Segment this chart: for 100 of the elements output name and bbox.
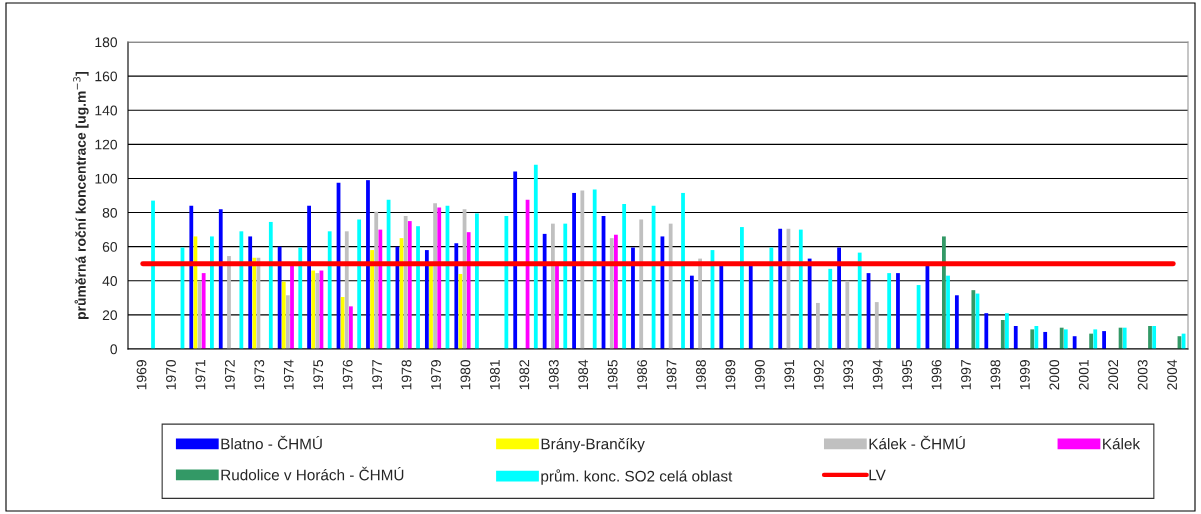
x-tick-label: 1976 — [342, 360, 353, 390]
bar — [281, 281, 286, 349]
x-tick-label: 1970 — [166, 359, 176, 390]
bar — [698, 258, 702, 349]
bar — [1000, 320, 1005, 349]
x-tick-label: 1969 — [136, 360, 147, 390]
bar — [252, 257, 257, 349]
bar — [954, 295, 959, 349]
x-tick-label: 1972 — [224, 360, 235, 390]
bar — [614, 234, 618, 349]
bar — [874, 302, 879, 349]
bar — [1005, 313, 1009, 349]
bar — [239, 231, 244, 349]
bar — [563, 223, 568, 349]
bar — [769, 247, 774, 349]
x-tick-label: 1973 — [254, 360, 265, 390]
legend-label: Rudolice v Horách - ČHMÚ — [221, 466, 404, 481]
bar — [555, 265, 559, 349]
bar — [378, 229, 383, 349]
bar — [437, 207, 442, 349]
x-tick-label: 1986 — [637, 360, 648, 390]
bar — [1030, 329, 1035, 349]
x-tick-label: 1996 — [931, 360, 942, 390]
bar — [1122, 327, 1127, 349]
bar — [1148, 325, 1152, 349]
legend-label: Kálek — [1103, 437, 1141, 450]
bar — [327, 231, 332, 349]
legend-label: Kálek - ČHMÚ — [869, 435, 965, 450]
bar — [298, 247, 303, 349]
legend-label: prům. konc. SO2 celá oblast — [541, 469, 733, 485]
bar — [374, 211, 379, 349]
x-tick-label: 1999 — [1019, 360, 1030, 390]
x-tick-label: 1998 — [990, 360, 1001, 390]
x-tick-label: 1974 — [283, 359, 294, 390]
bar — [896, 273, 900, 349]
bar — [1152, 325, 1157, 349]
x-tick-label: 1994 — [872, 359, 883, 390]
bar — [1102, 331, 1106, 349]
x-tick-label: 1977 — [372, 360, 383, 390]
bar — [366, 180, 370, 349]
x-tick-label: 1984 — [578, 359, 589, 390]
bar — [1072, 336, 1077, 349]
bar — [349, 306, 353, 349]
x-tick-label: 2004 — [1167, 359, 1178, 390]
x-tick-label: 1990 — [754, 359, 765, 390]
x-tick-label: 1979 — [431, 360, 441, 390]
x-tick-label: 1981 — [489, 360, 500, 390]
x-tick-label: 1980 — [460, 359, 471, 390]
legend-label: Brány-Brančíky — [541, 437, 645, 453]
bar — [403, 215, 408, 349]
bar — [837, 247, 841, 349]
bar — [344, 231, 349, 349]
bar — [533, 164, 538, 349]
bar — [592, 189, 597, 349]
bar — [248, 236, 253, 349]
y-tick-label: 180 — [95, 37, 118, 48]
bar — [572, 192, 576, 349]
x-tick-label: 1978 — [401, 360, 412, 390]
bar — [429, 263, 433, 349]
x-tick-label: 1989 — [725, 360, 736, 390]
bar — [290, 263, 294, 349]
x-tick-label: 1982 — [519, 360, 530, 390]
bar — [857, 252, 862, 349]
y-tick-label: 0 — [110, 344, 118, 355]
y-tick-label: 60 — [102, 242, 118, 252]
bar — [433, 203, 437, 349]
bar — [580, 190, 585, 349]
bar — [151, 200, 155, 349]
bar — [424, 250, 429, 349]
x-tick-label: 1997 — [961, 360, 971, 390]
bar — [639, 219, 644, 349]
bar — [622, 204, 627, 349]
y-tick-label: 20 — [102, 310, 118, 321]
bar — [984, 313, 989, 349]
y-tick-label: 40 — [102, 276, 118, 286]
x-tick-label: 1991 — [784, 360, 795, 390]
bar — [416, 226, 420, 349]
bar — [210, 236, 214, 349]
bar — [542, 233, 547, 349]
bar — [504, 215, 509, 349]
bar — [1063, 329, 1068, 349]
y-tick-label: 100 — [95, 173, 118, 184]
bar — [1043, 331, 1048, 349]
legend-label: LV — [869, 469, 886, 481]
bar — [315, 273, 320, 349]
bar — [689, 275, 694, 349]
bar — [681, 192, 685, 349]
bar — [218, 209, 223, 349]
bar — [942, 236, 946, 349]
bar — [407, 221, 412, 349]
bar — [340, 296, 345, 349]
x-tick-label: 1987 — [666, 360, 677, 390]
bar — [719, 263, 724, 349]
y-tick-label: 140 — [95, 105, 118, 116]
x-tick-label: 1985 — [607, 360, 618, 390]
y-tick-label: 80 — [102, 207, 118, 218]
bar — [475, 213, 479, 349]
bar — [609, 238, 614, 349]
x-tick-label: 1988 — [696, 360, 706, 390]
bar — [454, 243, 459, 349]
